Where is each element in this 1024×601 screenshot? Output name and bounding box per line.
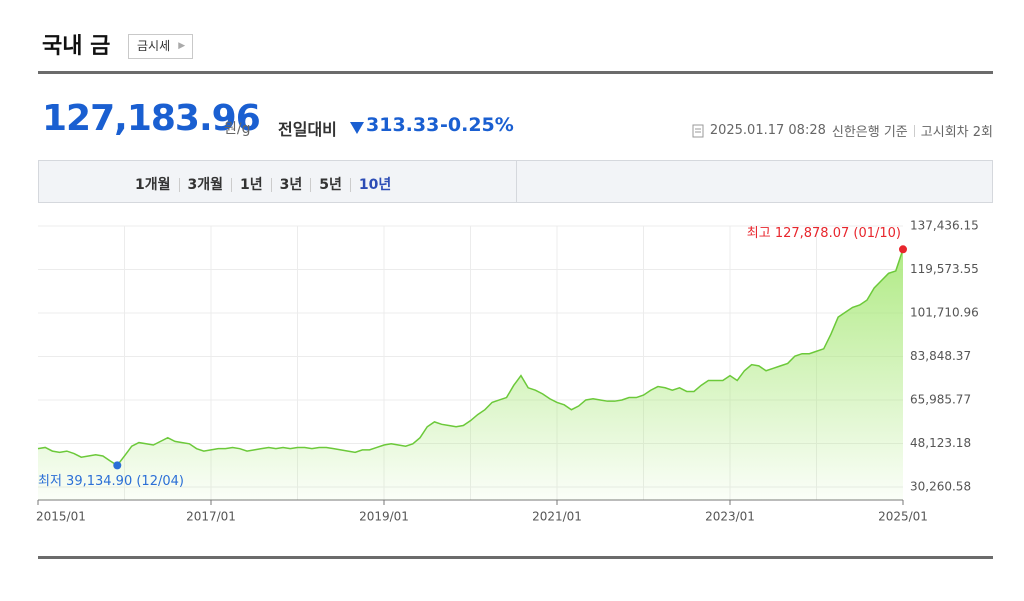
tab-divider	[516, 161, 517, 202]
y-tick-label: 48,123.18	[910, 436, 971, 450]
y-tick-label: 65,985.77	[910, 392, 971, 406]
price-unit: 원/g	[224, 121, 251, 137]
y-tick-label: 30,260.58	[910, 479, 971, 493]
x-tick-label: 2023/01	[705, 510, 755, 524]
price-line	[37, 249, 904, 467]
y-tick-label: 83,848.37	[910, 349, 971, 363]
period-tab[interactable]: 10년	[349, 178, 399, 192]
period-tab[interactable]: 1개월	[135, 177, 171, 193]
period-tab[interactable]: 3개월	[178, 178, 232, 192]
info-round: 고시회차 2회	[920, 125, 993, 140]
y-tick-label: 119,573.55	[910, 262, 979, 276]
x-tick-label: 2021/01	[532, 510, 582, 524]
high-marker	[899, 245, 907, 254]
page-title: 국내 금	[42, 34, 111, 59]
price-button[interactable]: 금시세 ▶	[128, 34, 194, 59]
low-marker	[113, 461, 122, 470]
period-tab[interactable]: 1년	[231, 178, 271, 192]
period-tab[interactable]: 3년	[270, 178, 311, 192]
info-bar: 2025.01.17 08:28 신한은행 기준 고시회차 2회	[692, 121, 993, 140]
separator	[913, 124, 915, 137]
doc-icon	[692, 124, 704, 137]
y-tick-label: 137,436.15	[910, 219, 979, 233]
arrow-icon: ▶	[178, 41, 186, 51]
change-value: 313.33	[366, 114, 440, 136]
area-fill	[38, 249, 903, 500]
period-tab[interactable]: 5년	[310, 178, 350, 192]
header-divider	[38, 71, 993, 74]
info-source: 신한은행 기준	[831, 125, 908, 140]
footer-divider	[38, 556, 993, 559]
x-tick-label: 2019/01	[359, 510, 409, 524]
x-tick-label: 2015/01	[36, 510, 86, 524]
info-datetime: 2025.01.17 08:28	[709, 123, 826, 138]
y-tick-label: 101,710.96	[910, 305, 979, 319]
button-label: 금시세	[137, 39, 171, 53]
high-annotation: 최고 127,878.07 (01/10)	[747, 226, 901, 241]
change-percent: -0.25%	[440, 114, 514, 136]
low-annotation: 최저 39,134.90 (12/04)	[38, 474, 184, 489]
change-label: 전일대비	[278, 120, 337, 139]
period-tabs: 1개월 3개월 1년 3년 5년 10년	[127, 174, 399, 193]
x-tick-label: 2025/01	[878, 510, 928, 524]
current-price: 127,183.96	[42, 98, 261, 139]
down-triangle	[350, 122, 364, 134]
x-tick-label: 2017/01	[186, 510, 236, 524]
tab-bar: 1개월 3개월 1년 3년 5년 10년	[38, 160, 993, 203]
